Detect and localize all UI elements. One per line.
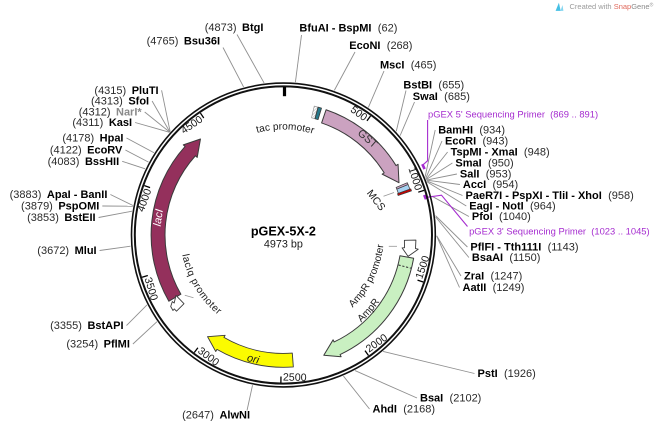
svg-text:2500: 2500: [283, 372, 307, 384]
svg-text:AhdI(2168): AhdI(2168): [373, 404, 436, 416]
svg-text:pGEX 3' Sequencing Primer (10: pGEX 3' Sequencing Primer (1023 .. 1045): [469, 226, 650, 237]
svg-text:(4122)EcoRV: (4122)EcoRV: [50, 145, 123, 157]
svg-text:(4873)BtgI: (4873)BtgI: [205, 22, 264, 34]
svg-text:AatII(1249): AatII(1249): [463, 282, 525, 294]
svg-text:lacI: lacI: [152, 208, 166, 227]
svg-text:(3672)MluI: (3672)MluI: [37, 245, 96, 257]
svg-text:ZraI(1247): ZraI(1247): [464, 271, 522, 283]
svg-text:(3254)PflMI: (3254)PflMI: [66, 339, 130, 351]
svg-text:(3355)BstAPI: (3355)BstAPI: [50, 320, 123, 332]
svg-text:4973 bp: 4973 bp: [264, 239, 303, 251]
svg-text:PfoI(1040): PfoI(1040): [472, 211, 531, 223]
svg-text:Created with SnapGene®: Created with SnapGene®: [570, 1, 654, 11]
svg-text:(4311)KasI: (4311)KasI: [72, 117, 132, 129]
svg-text:(3883)ApaI - BanII: (3883)ApaI - BanII: [10, 189, 108, 201]
svg-text:PstI(1926): PstI(1926): [478, 368, 536, 380]
svg-text:(4765)Bsu36I: (4765)Bsu36I: [147, 36, 220, 48]
svg-text:pGEX 5' Sequencing Primer (86: pGEX 5' Sequencing Primer (869 .. 891): [428, 109, 598, 120]
svg-text:(3879)PspOMI: (3879)PspOMI: [21, 201, 99, 213]
svg-text:BfuAI - BspMI(62): BfuAI - BspMI(62): [299, 23, 397, 35]
svg-text:(4178)HpaI: (4178)HpaI: [62, 133, 123, 145]
svg-text:pGEX-5X-2: pGEX-5X-2: [251, 224, 316, 238]
